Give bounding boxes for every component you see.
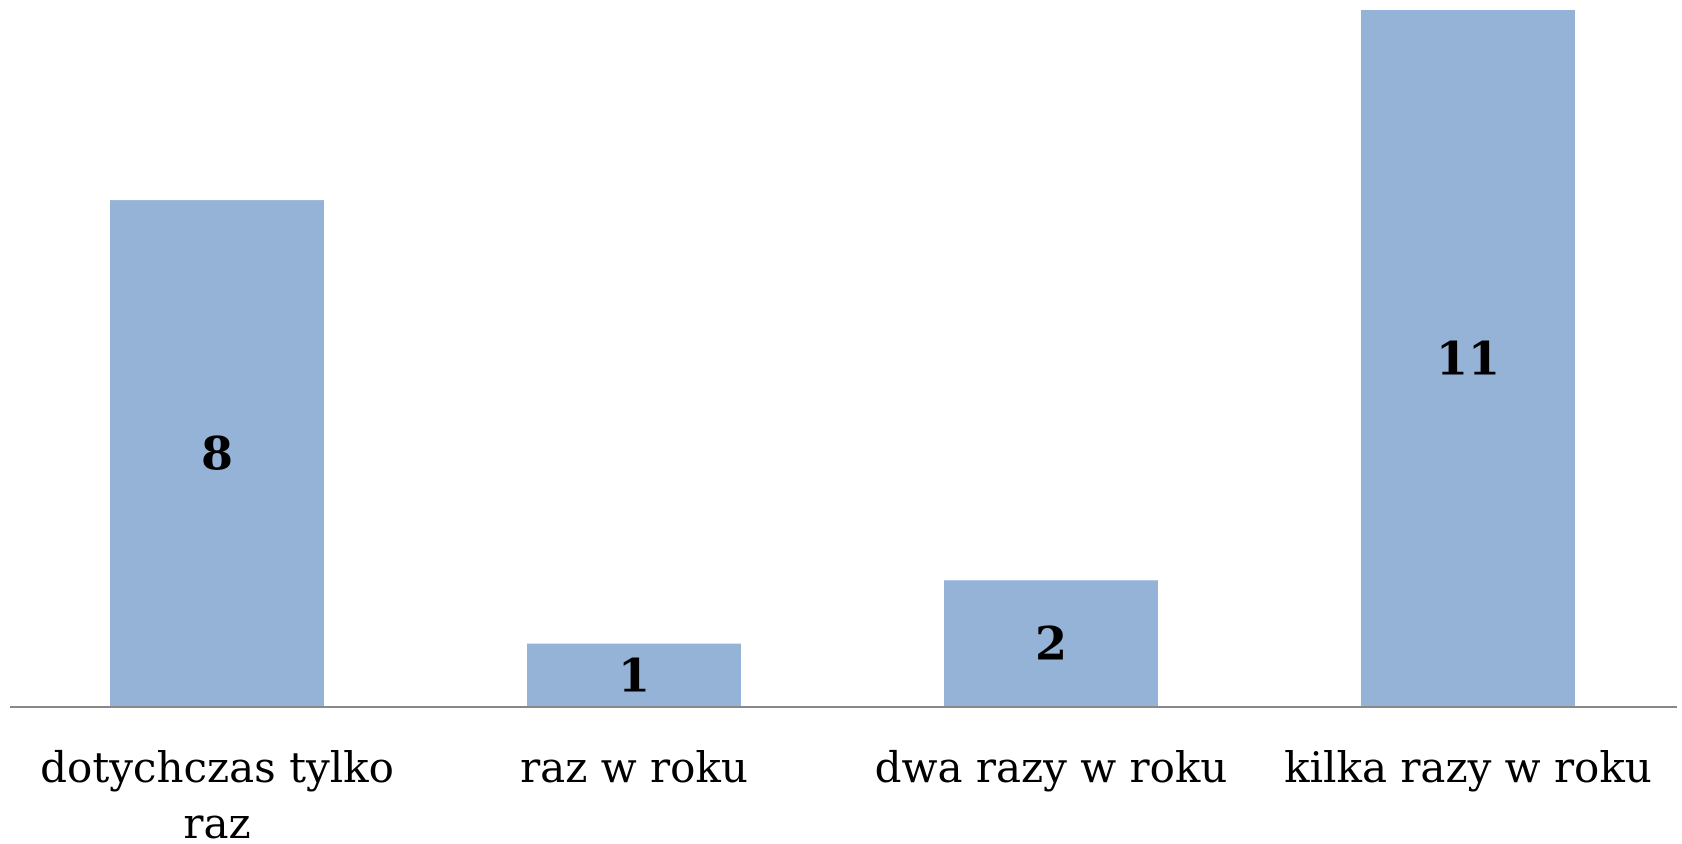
data-label: 2 [1035,617,1067,671]
data-label: 1 [618,648,650,702]
data-label: 8 [201,427,233,481]
x-tick-label: dotychczas tylko raz [40,743,394,844]
x-tick-label: kilka razy w roku [1284,743,1652,792]
x-tick-label: raz w roku [520,743,748,792]
x-tick-label: dwa razy w roku [874,743,1228,792]
bar [527,643,741,707]
data-label: 11 [1436,332,1500,386]
bar [944,580,1158,707]
bar [110,200,324,707]
bar [1361,10,1575,707]
